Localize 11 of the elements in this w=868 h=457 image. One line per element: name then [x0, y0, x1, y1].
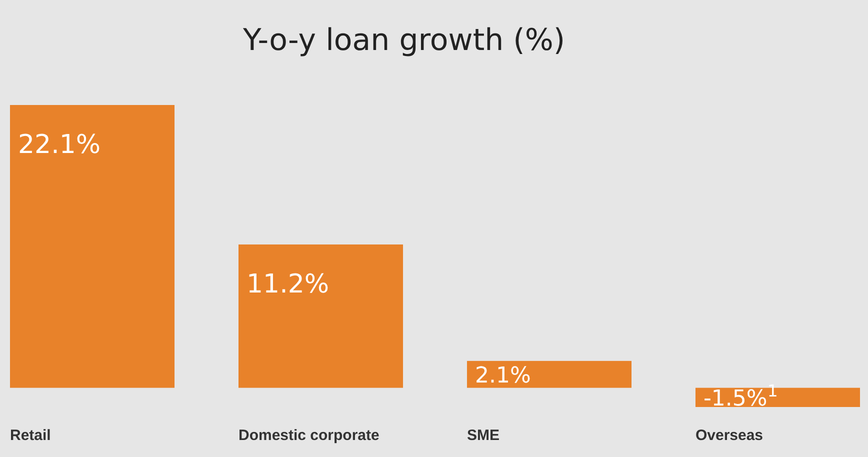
x-tick-label: Domestic corporate [238, 427, 380, 444]
data-label: 22.1% [18, 130, 101, 160]
x-tick-label: Retail [10, 427, 51, 444]
bar [10, 105, 175, 388]
bar [466, 360, 632, 388]
data-label: 2.1% [474, 363, 531, 388]
bar [238, 244, 404, 388]
x-tick-label: Overseas [695, 427, 764, 444]
chart-title: Y-o-y loan growth (%) [242, 23, 566, 58]
data-label: 11.2% [246, 269, 330, 300]
x-tick-label: SME [466, 427, 500, 444]
